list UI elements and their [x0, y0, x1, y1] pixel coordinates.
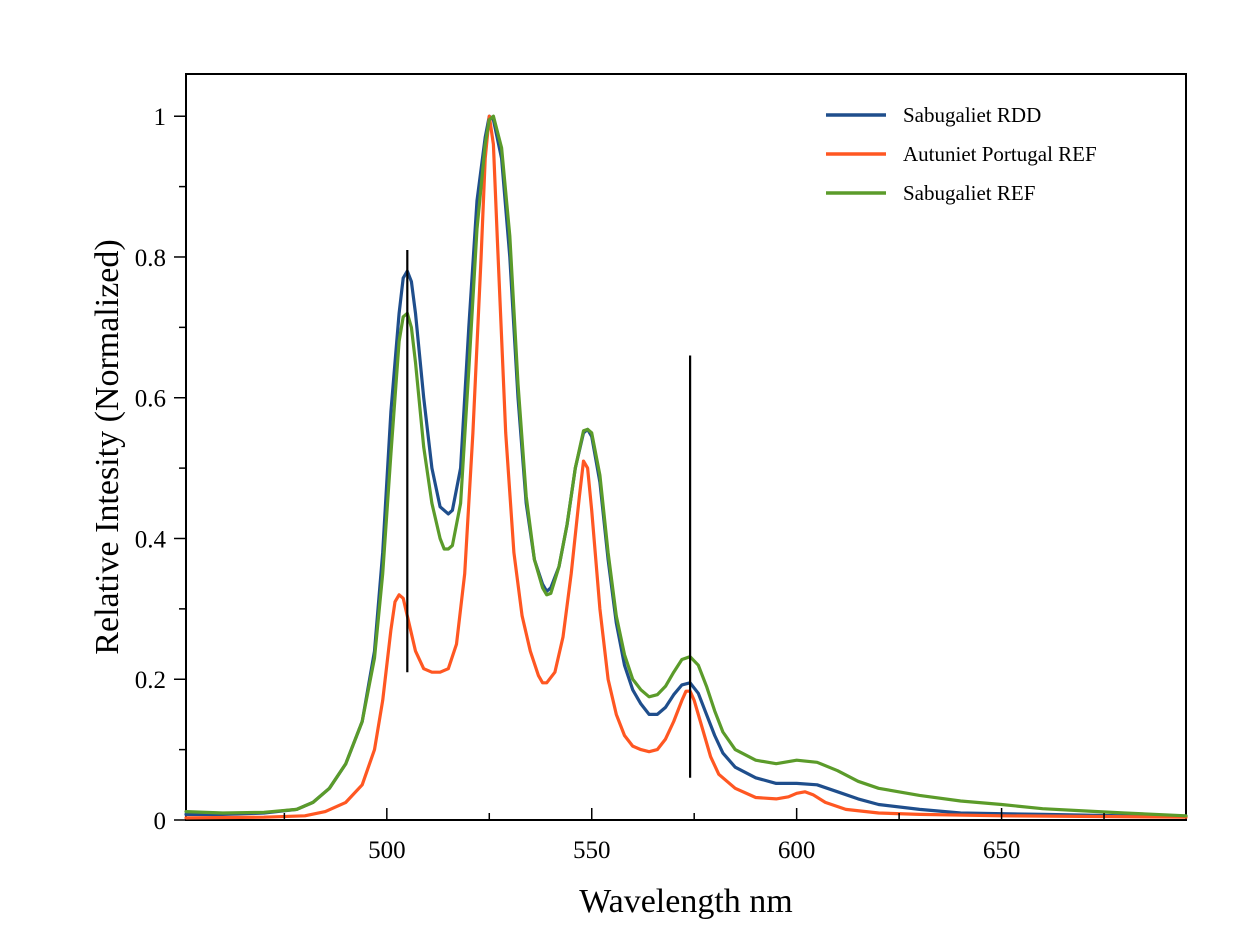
- series-line-2: [184, 114, 1188, 820]
- y-tick-label: 0.2: [135, 667, 166, 694]
- x-tick-label: 600: [778, 837, 816, 864]
- y-axis-ticks: 0 0.2 0.4 0.6 0.8 1: [135, 104, 186, 835]
- legend-label: Autuniet Portugal REF: [903, 142, 1097, 166]
- x-tick-label: 650: [983, 837, 1021, 864]
- y-tick-label: 1: [154, 104, 167, 131]
- series-line-1: [184, 114, 1188, 819]
- x-axis-ticks: 500 550 600 650: [283, 808, 1105, 864]
- legend-label: Sabugaliet RDD: [903, 103, 1041, 127]
- x-tick-label: 500: [368, 837, 406, 864]
- y-tick-label: 0.6: [135, 386, 166, 413]
- y-tick-label: 0: [154, 808, 167, 835]
- series-line-3: [184, 114, 1188, 818]
- y-tick-label: 0.4: [135, 526, 167, 553]
- plot-frame: [185, 73, 1187, 821]
- legend-label: Sabugaliet REF: [903, 181, 1035, 205]
- y-tick-label: 0.8: [135, 245, 166, 272]
- x-axis-label: Wavelength nm: [579, 883, 792, 920]
- legend: Sabugaliet RDD Autuniet Portugal REF Sabug…: [826, 103, 1097, 205]
- x-tick-label: 550: [573, 837, 611, 864]
- plot-lines: [184, 114, 1188, 820]
- reference-lines: [406, 249, 692, 778]
- y-axis-label: Relative Intesity (Normalized): [89, 239, 126, 654]
